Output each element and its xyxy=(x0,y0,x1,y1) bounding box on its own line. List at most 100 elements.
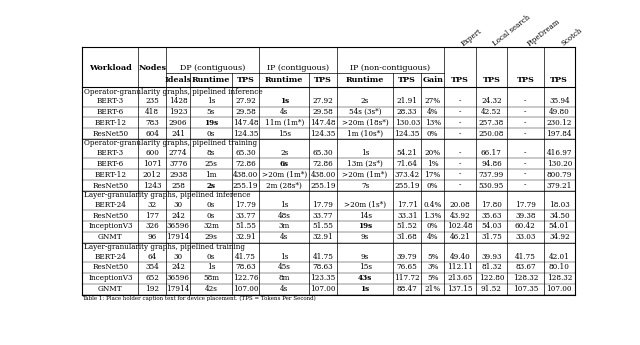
Text: 1.3%: 1.3% xyxy=(424,211,442,220)
Text: 39.93: 39.93 xyxy=(481,253,502,260)
Text: 530.95: 530.95 xyxy=(479,181,504,189)
Text: 42.01: 42.01 xyxy=(549,253,570,260)
Text: 3m: 3m xyxy=(278,223,290,230)
Text: TPS: TPS xyxy=(483,76,500,84)
Text: 0%: 0% xyxy=(427,130,438,138)
Text: 41.75: 41.75 xyxy=(515,253,536,260)
Text: 1s: 1s xyxy=(207,97,215,105)
Text: 54.03: 54.03 xyxy=(481,223,502,230)
Text: 32: 32 xyxy=(148,201,157,209)
Text: 1071: 1071 xyxy=(143,160,161,168)
Text: -: - xyxy=(459,171,461,179)
Text: 1s: 1s xyxy=(207,263,215,272)
Text: 2s: 2s xyxy=(280,149,289,157)
Text: 124.35: 124.35 xyxy=(310,130,335,138)
Text: 36596: 36596 xyxy=(166,274,189,282)
Text: 230.12: 230.12 xyxy=(547,119,572,127)
Text: 1m (10s*): 1m (10s*) xyxy=(347,130,383,138)
Text: 8m: 8m xyxy=(278,274,290,282)
Text: 1s: 1s xyxy=(280,253,289,260)
Text: -: - xyxy=(459,130,461,138)
Text: >20m (1s*): >20m (1s*) xyxy=(344,201,386,209)
Text: 25s: 25s xyxy=(204,160,218,168)
Text: 241: 241 xyxy=(171,130,185,138)
Text: 17.71: 17.71 xyxy=(397,201,418,209)
Text: 60.42: 60.42 xyxy=(515,223,536,230)
Text: 32m: 32m xyxy=(203,223,219,230)
Text: Operator-granularity graphs, pipelined training: Operator-granularity graphs, pipelined t… xyxy=(84,139,257,147)
Text: PipeDream: PipeDream xyxy=(525,17,561,48)
Text: 17.79: 17.79 xyxy=(235,201,256,209)
Text: 65.30: 65.30 xyxy=(235,149,256,157)
Text: 36596: 36596 xyxy=(166,223,189,230)
Text: >20m (18s*): >20m (18s*) xyxy=(342,119,388,127)
Text: 76.65: 76.65 xyxy=(397,263,417,272)
Text: ResNet50: ResNet50 xyxy=(92,211,129,220)
Text: 147.48: 147.48 xyxy=(310,119,336,127)
Text: Runtime: Runtime xyxy=(192,76,230,84)
Text: 35.63: 35.63 xyxy=(481,211,502,220)
Text: BERT-12: BERT-12 xyxy=(94,171,126,179)
Text: BERT-6: BERT-6 xyxy=(97,160,124,168)
Text: 1923: 1923 xyxy=(169,108,188,116)
Text: 83.67: 83.67 xyxy=(515,263,536,272)
Text: 81.32: 81.32 xyxy=(481,263,502,272)
Text: 255.19: 255.19 xyxy=(233,181,258,189)
Text: Runtime: Runtime xyxy=(346,76,384,84)
Text: 72.86: 72.86 xyxy=(312,160,333,168)
Text: 107.00: 107.00 xyxy=(547,285,572,293)
Text: BERT-3: BERT-3 xyxy=(97,97,124,105)
Text: Layer-granularity graphs, pipelined inference: Layer-granularity graphs, pipelined infe… xyxy=(84,191,250,199)
Text: 42.52: 42.52 xyxy=(481,108,502,116)
Text: 1428: 1428 xyxy=(169,97,188,105)
Text: 78.63: 78.63 xyxy=(313,263,333,272)
Text: 5%: 5% xyxy=(427,253,438,260)
Text: 0s: 0s xyxy=(207,211,215,220)
Text: 54s (3s*): 54s (3s*) xyxy=(349,108,381,116)
Text: 17914: 17914 xyxy=(166,285,190,293)
Text: 1s: 1s xyxy=(360,285,370,293)
Text: 27.92: 27.92 xyxy=(312,97,333,105)
Text: BERT-6: BERT-6 xyxy=(97,108,124,116)
Text: 2m (28s*): 2m (28s*) xyxy=(266,181,302,189)
Text: 32.91: 32.91 xyxy=(235,233,256,242)
Text: 438.00: 438.00 xyxy=(233,171,258,179)
Text: -: - xyxy=(524,97,527,105)
Text: >20m (1m*): >20m (1m*) xyxy=(342,171,388,179)
Text: 17914: 17914 xyxy=(166,233,190,242)
Text: 1s: 1s xyxy=(361,149,369,157)
Text: 8s: 8s xyxy=(207,149,215,157)
Text: 33.31: 33.31 xyxy=(397,211,417,220)
Text: 9s: 9s xyxy=(361,233,369,242)
Text: -: - xyxy=(524,171,527,179)
Text: 31.75: 31.75 xyxy=(481,233,502,242)
Text: 416.97: 416.97 xyxy=(547,149,572,157)
Text: InceptionV3: InceptionV3 xyxy=(88,223,132,230)
Text: 17.79: 17.79 xyxy=(515,201,536,209)
Text: 2906: 2906 xyxy=(169,119,188,127)
Text: 5s: 5s xyxy=(207,108,215,116)
Text: TPS: TPS xyxy=(550,76,568,84)
Text: BERT-12: BERT-12 xyxy=(94,119,126,127)
Text: 51.55: 51.55 xyxy=(235,223,256,230)
Text: 30: 30 xyxy=(173,253,183,260)
Text: 78.63: 78.63 xyxy=(235,263,256,272)
Text: 255.19: 255.19 xyxy=(394,181,420,189)
Text: 17.80: 17.80 xyxy=(481,201,502,209)
Text: 17.79: 17.79 xyxy=(312,201,333,209)
Text: 107.00: 107.00 xyxy=(233,285,258,293)
Text: 600: 600 xyxy=(145,149,159,157)
Text: 197.84: 197.84 xyxy=(547,130,572,138)
Text: 783: 783 xyxy=(145,119,159,127)
Text: 604: 604 xyxy=(145,130,159,138)
Text: TPS: TPS xyxy=(237,76,254,84)
Text: 13%: 13% xyxy=(424,119,441,127)
Text: 0%: 0% xyxy=(427,181,438,189)
Text: 3%: 3% xyxy=(427,263,438,272)
Text: 13m (2s*): 13m (2s*) xyxy=(347,160,383,168)
Text: Ideals: Ideals xyxy=(164,76,192,84)
Text: Workload: Workload xyxy=(89,64,132,72)
Text: 128.32: 128.32 xyxy=(513,274,538,282)
Text: 49.80: 49.80 xyxy=(549,108,570,116)
Text: 20%: 20% xyxy=(424,149,441,157)
